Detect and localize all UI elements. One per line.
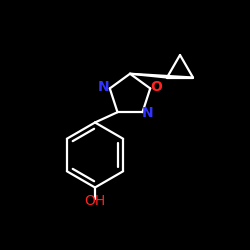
Text: N: N [98, 80, 109, 94]
Text: O: O [150, 80, 162, 94]
Text: N: N [142, 106, 154, 120]
Text: OH: OH [84, 194, 105, 208]
